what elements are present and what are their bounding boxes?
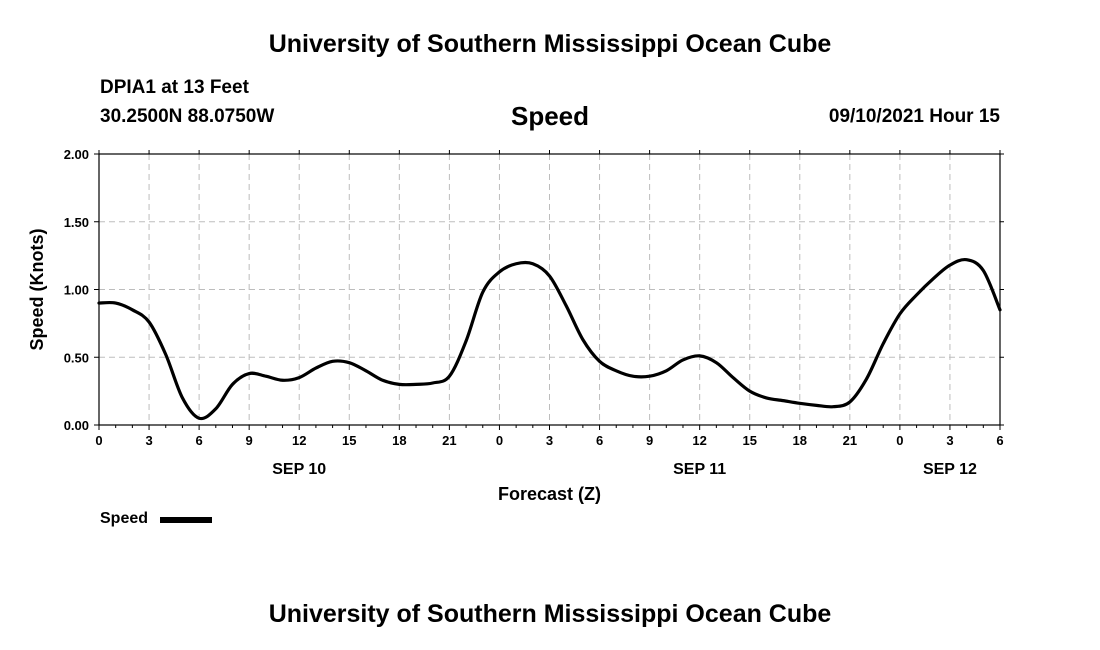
y-axis-title: Speed (Knots): [27, 228, 47, 350]
plot-frame: [98, 153, 1001, 426]
x-tick-label: 12: [292, 433, 306, 448]
coordinates-label: 30.2500N 88.0750W: [100, 106, 275, 127]
x-tick-label: 6: [195, 433, 202, 448]
legend-swatch: [160, 517, 212, 523]
x-tick-label: 15: [342, 433, 356, 448]
x-tick-label: 18: [793, 433, 807, 448]
y-tick-label: 1.50: [64, 215, 89, 230]
x-tick-label: 3: [946, 433, 953, 448]
x-tick-label: 0: [496, 433, 503, 448]
x-axis-title: Forecast (Z): [498, 484, 601, 504]
x-tick-label: 0: [896, 433, 903, 448]
x-tick-label: 6: [996, 433, 1003, 448]
x-tick-label: 9: [246, 433, 253, 448]
top-title: University of Southern Mississippi Ocean…: [268, 30, 832, 58]
variable-title: Speed: [510, 101, 590, 131]
y-tick-label: 0.50: [64, 350, 89, 365]
series-line-speed: [97, 257, 1002, 421]
speed-chart: 0 3 6 9 12 15 18 21 0 3 6 9 12 15 18 21 0 3 6 0.00 0.50 1.00 1…: [27, 147, 1004, 504]
y-tick-label: 0.00: [64, 418, 89, 433]
bottom-title: University of Southern Mississippi Ocean…: [268, 600, 832, 628]
x-tick-label: 3: [145, 433, 152, 448]
x-tick-label: 15: [742, 433, 756, 448]
y-tick-label: 1.00: [64, 283, 89, 298]
x-tick-label: 21: [442, 433, 456, 448]
x-tick-label: 18: [392, 433, 406, 448]
legend-label: Speed: [100, 510, 149, 527]
issued-time-label: 09/10/2021 Hour 15: [828, 106, 1000, 127]
x-tick-label: 21: [843, 433, 857, 448]
x-tick-label: 12: [692, 433, 706, 448]
x-tick-label: 3: [546, 433, 553, 448]
day-label: SEP 11: [673, 461, 726, 478]
x-tick-label: 6: [596, 433, 603, 448]
day-label: SEP 10: [272, 461, 326, 478]
day-label: SEP 12: [923, 461, 977, 478]
station-label: DPIA1 at 13 Feet: [100, 77, 249, 98]
x-tick-label: 0: [95, 433, 102, 448]
x-tick-label: 9: [646, 433, 653, 448]
y-tick-label: 2.00: [64, 147, 89, 162]
